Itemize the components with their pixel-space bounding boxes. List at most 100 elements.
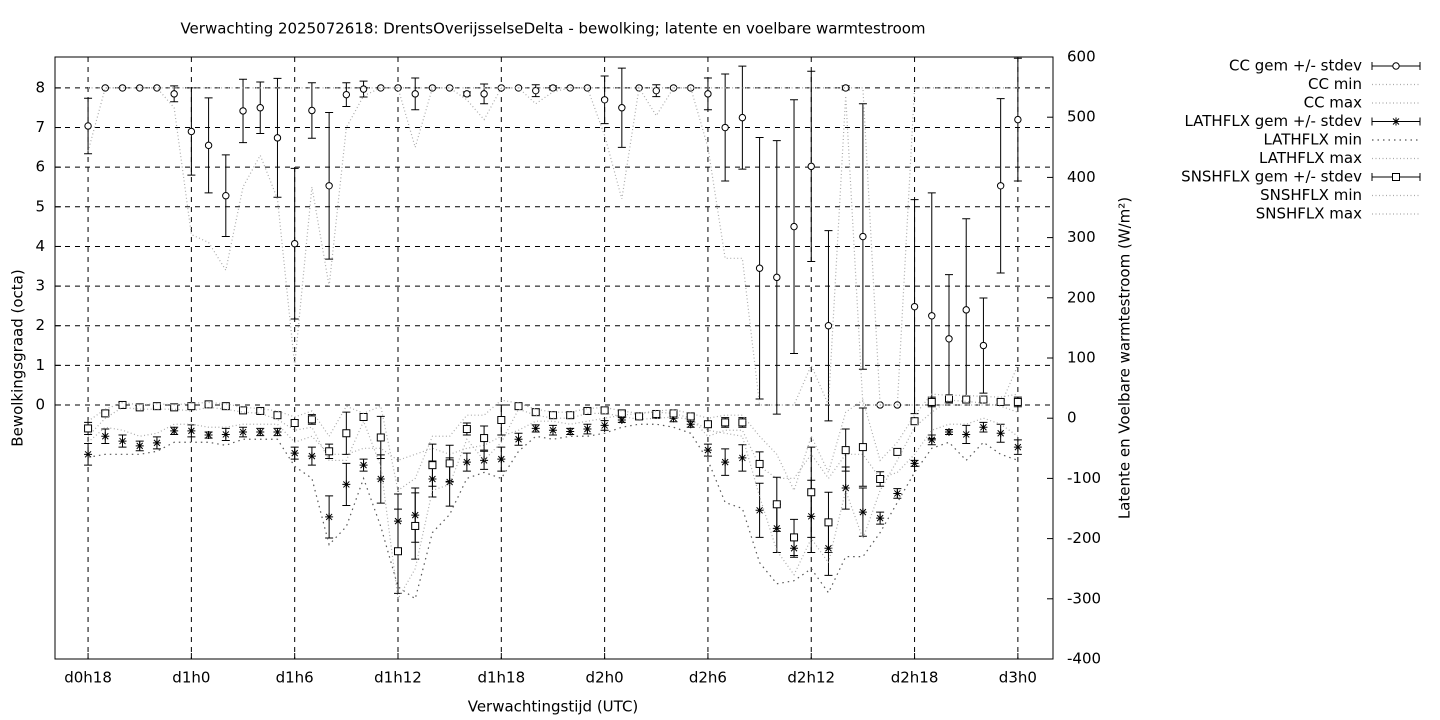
marker (342, 90, 351, 99)
y-tick-label: 8 (35, 78, 45, 96)
x-tick-label: d1h0 (172, 669, 210, 687)
marker (600, 406, 609, 415)
marker (1014, 115, 1022, 124)
marker (669, 409, 678, 418)
y2-tick-label: 300 (1067, 228, 1096, 246)
marker (1392, 173, 1400, 181)
marker (910, 459, 919, 468)
marker (686, 420, 695, 429)
marker (549, 84, 557, 92)
legend-label: CC gem +/- stdev (1229, 57, 1362, 75)
marker (996, 182, 1005, 190)
marker (376, 433, 385, 442)
marker (101, 409, 110, 418)
y-axis-label: Bewolkingsgraad (octa) (9, 269, 27, 446)
marker (462, 458, 471, 467)
marker (583, 84, 592, 92)
x-tick-label: d3h0 (999, 669, 1037, 687)
marker (807, 488, 816, 497)
marker (187, 127, 196, 136)
marker (755, 459, 764, 468)
marker (927, 435, 936, 444)
marker (118, 437, 127, 446)
marker (618, 104, 626, 112)
marker (118, 84, 127, 92)
marker (325, 512, 334, 521)
y2-tick-label: 500 (1067, 108, 1096, 126)
marker (652, 86, 660, 95)
marker (307, 415, 316, 424)
x-tick-label: d2h18 (891, 669, 939, 687)
marker (876, 475, 885, 484)
marker (325, 182, 333, 190)
marker (411, 90, 419, 98)
marker (772, 500, 781, 509)
y2-tick-label: 100 (1067, 349, 1096, 367)
marker (1013, 397, 1022, 406)
marker (84, 424, 93, 433)
marker (290, 239, 299, 248)
marker (910, 417, 919, 426)
marker (239, 428, 248, 437)
marker (928, 312, 936, 320)
y2-tick-label: 200 (1067, 288, 1096, 306)
marker (222, 192, 230, 200)
marker (893, 489, 902, 498)
marker (101, 432, 110, 441)
marker (635, 412, 644, 421)
marker (703, 446, 712, 455)
x-tick-label: d2h0 (586, 669, 624, 687)
marker (514, 435, 523, 444)
marker (669, 414, 678, 423)
marker (548, 426, 557, 435)
marker (738, 418, 747, 427)
marker (445, 459, 454, 468)
y2-tick-label: 0 (1067, 409, 1077, 427)
marker (342, 429, 351, 438)
marker (531, 408, 540, 417)
marker (996, 429, 1005, 438)
y-tick-label: 1 (35, 356, 45, 374)
marker (136, 84, 144, 92)
marker (170, 90, 178, 98)
marker (428, 84, 437, 92)
marker (859, 232, 867, 241)
marker (445, 84, 454, 92)
marker (876, 514, 885, 523)
legend-label: SNSHFLX min (1260, 186, 1362, 204)
x-tick-label: d2h12 (787, 669, 835, 687)
y-tick-label: 3 (35, 277, 45, 295)
marker (979, 423, 988, 432)
marker (600, 96, 609, 104)
marker (893, 447, 902, 456)
series-line (87, 393, 1018, 493)
marker (996, 397, 1005, 406)
marker (738, 453, 747, 462)
x-tick-label: d1h18 (477, 669, 525, 687)
marker (135, 403, 144, 412)
marker (583, 425, 592, 434)
y2-tick-label: -100 (1067, 469, 1101, 487)
marker (532, 86, 540, 95)
legend-label: LATHFLX min (1263, 131, 1362, 149)
marker (273, 134, 282, 142)
marker (617, 409, 626, 418)
marker (652, 409, 661, 418)
marker (824, 322, 833, 330)
marker (170, 403, 179, 412)
chart-title: Verwachting 2025072618: DrentsOverijssel… (180, 20, 925, 38)
marker (480, 434, 489, 443)
y2-tick-label: -200 (1067, 529, 1101, 547)
marker (290, 449, 299, 458)
marker (273, 428, 282, 437)
marker (841, 484, 850, 493)
series-line (88, 87, 1018, 406)
legend-label: CC min (1308, 75, 1362, 93)
marker (256, 406, 265, 415)
y-tick-label: 4 (35, 237, 45, 255)
marker (824, 518, 833, 527)
marker (979, 395, 988, 404)
marker (204, 431, 213, 440)
marker (325, 447, 334, 456)
